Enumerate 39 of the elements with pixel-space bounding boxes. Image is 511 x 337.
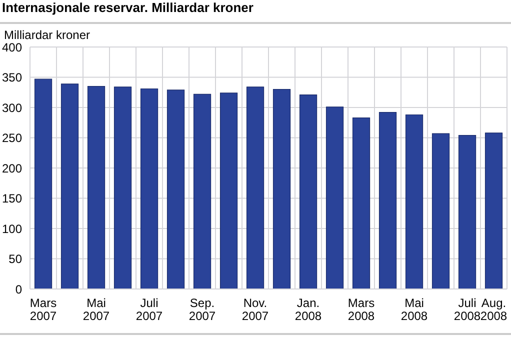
- x-tick-label: Mai 2007: [82, 296, 110, 323]
- bar: [484, 132, 503, 289]
- bar: [60, 84, 79, 289]
- y-tick-label: 200: [2, 161, 22, 176]
- x-tick-label: Sep. 2007: [188, 296, 216, 323]
- y-tick-label: 0: [15, 282, 22, 296]
- x-tick-label: Mars 2007: [30, 296, 57, 323]
- x-tick-label: Juli 2008: [454, 296, 481, 323]
- bar: [299, 94, 318, 289]
- bar: [114, 86, 132, 289]
- bar: [352, 117, 370, 289]
- bar: [193, 94, 212, 289]
- bar: [458, 135, 476, 289]
- bar: [378, 112, 397, 289]
- bar: [432, 133, 450, 289]
- y-tick-label: 350: [2, 70, 22, 85]
- x-tick-label: Mars 2008: [348, 296, 375, 323]
- x-tick-label: Nov. 2007: [242, 296, 269, 323]
- y-tick-label: 100: [2, 222, 22, 236]
- bar: [405, 114, 424, 289]
- y-tick-label: 400: [2, 40, 22, 54]
- y-tick-label: 50: [8, 252, 22, 266]
- x-tick-label: Mai 2008: [400, 296, 428, 323]
- x-tick-label: Jan. 2008: [294, 296, 322, 323]
- bar: [140, 88, 158, 289]
- y-axis-title: Milliardar kroner: [4, 28, 90, 42]
- bar: [326, 106, 344, 289]
- x-tick-label: Juli 2007: [136, 296, 163, 323]
- x-tick-label: Aug. 2008: [480, 296, 508, 323]
- y-tick-label: 150: [2, 192, 22, 206]
- bar: [220, 92, 238, 289]
- bar: [166, 90, 185, 289]
- y-tick-label: 300: [2, 100, 22, 115]
- bar: [87, 86, 106, 289]
- bar: [246, 86, 264, 289]
- y-tick-label: 250: [2, 131, 22, 146]
- bar: [34, 78, 52, 289]
- bar: [272, 89, 291, 289]
- chart-title: Internasjonale reservar. Milliardar kroner: [2, 0, 254, 15]
